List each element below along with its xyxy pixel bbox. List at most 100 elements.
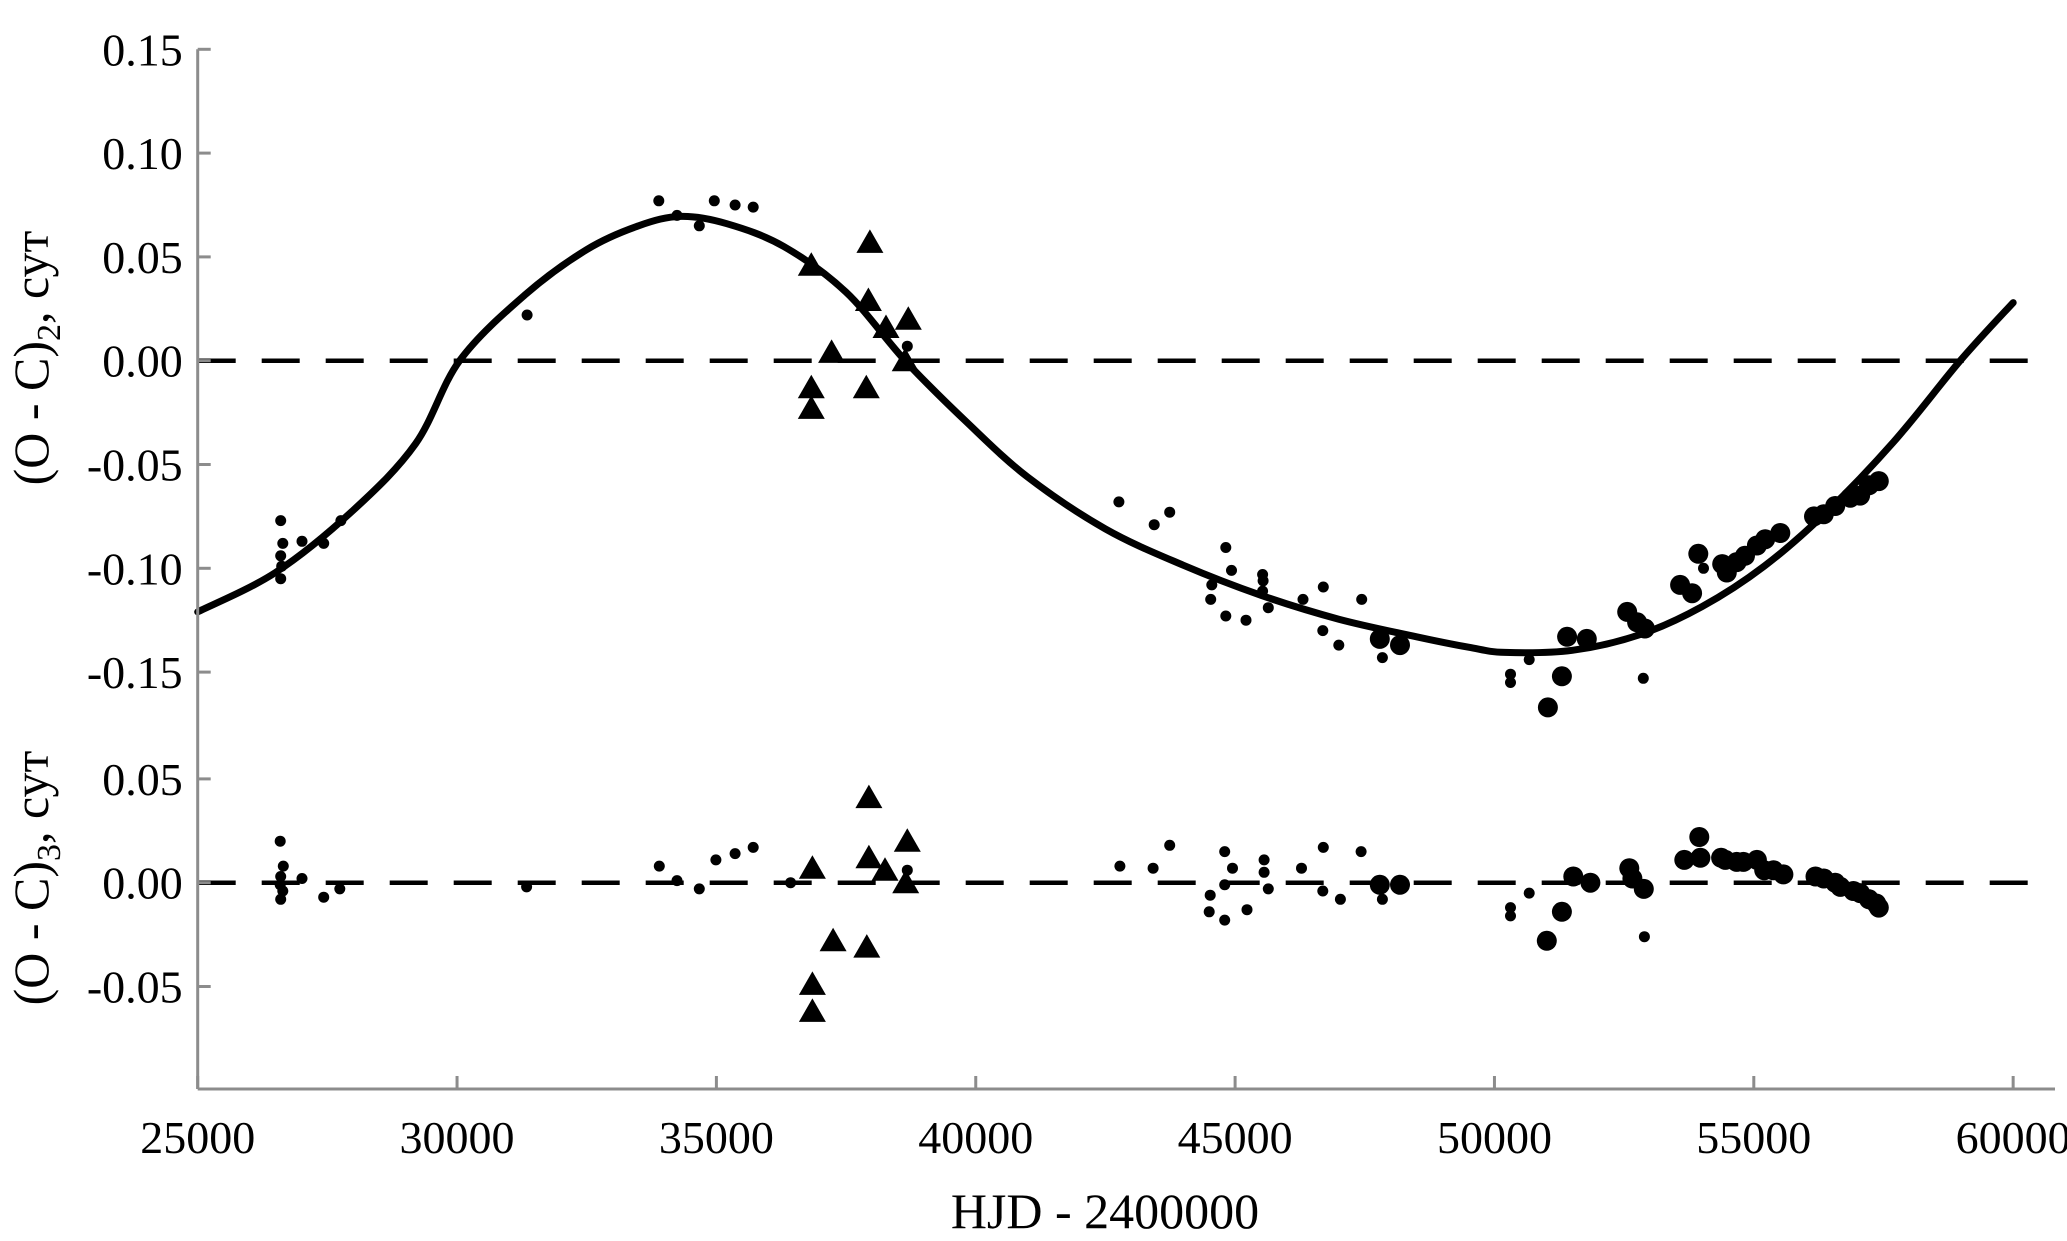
bottom-dot-small-point [729, 848, 741, 860]
bottom-dot-small-point [1505, 910, 1516, 922]
bottom-dot-small-point [1241, 904, 1253, 916]
top-dot-large-point [1634, 618, 1655, 639]
top-dot-small-point [1226, 564, 1237, 576]
top-dot-small-point [1317, 581, 1329, 593]
bottom-dot-small-point [275, 893, 287, 905]
bottom-dot-small-point [1258, 854, 1270, 866]
bottom-dot-small-point [1317, 885, 1329, 897]
top-y-tick-label: 0.05 [102, 232, 183, 283]
top-y-tick-label: -0.05 [87, 440, 183, 491]
top-dot-small-point [521, 309, 533, 321]
top-y-axis-title: (O - C)2, сут [3, 230, 68, 485]
bottom-dot-small-point [1638, 931, 1650, 943]
bottom-triangle-point [893, 828, 921, 852]
bottom-dot-small-point [653, 860, 665, 872]
top-dot-small-point [1698, 562, 1709, 574]
bottom-y-tick-label: 0.00 [102, 858, 183, 909]
top-dot-small-point [296, 535, 308, 547]
bottom-dot-small-point [1147, 862, 1159, 874]
bottom-dot-small-point [275, 871, 287, 882]
bottom-dot-small-point [1355, 846, 1367, 858]
bottom-dot-large-point [1674, 849, 1695, 870]
top-dot-small-point [693, 220, 705, 232]
bottom-dot-small-point [274, 835, 286, 847]
top-dot-small-point [901, 340, 913, 352]
top-dot-small-point [1505, 677, 1516, 688]
top-dot-large-point [1551, 666, 1572, 687]
top-dot-small-point [1317, 625, 1329, 637]
bottom-dot-small-point [693, 883, 705, 895]
top-dot-small-point [671, 209, 683, 221]
bottom-dot-small-point [1164, 839, 1176, 851]
top-triangle-point [891, 347, 919, 372]
top-triangle-point [797, 252, 825, 276]
top-dot-large-point [1755, 529, 1776, 550]
bottom-triangle-point [855, 784, 883, 809]
bottom-dot-small-point [1219, 846, 1231, 858]
top-dot-small-point [1206, 579, 1218, 591]
bottom-dot-small-point [1227, 862, 1238, 874]
bottom-triangle-point [892, 869, 920, 894]
bottom-dot-small-point [521, 881, 533, 893]
top-dot-small-point [318, 537, 330, 549]
bottom-dot-small-point [1219, 879, 1231, 891]
bottom-dot-small-point [747, 841, 759, 853]
bottom-dot-small-point [1317, 841, 1329, 853]
top-dot-small-point [1164, 506, 1176, 518]
bottom-dot-small-point [785, 877, 797, 889]
top-dot-small-point [275, 550, 287, 562]
top-dot-small-point [277, 537, 289, 549]
top-y-tick-label: -0.15 [87, 647, 183, 698]
bottom-dot-large-point [1551, 901, 1572, 922]
top-dot-large-point [1557, 626, 1578, 647]
bottom-triangle-point [819, 927, 847, 952]
bottom-triangle-point [853, 934, 881, 958]
x-tick-label: 60000 [1956, 1112, 2067, 1163]
top-dot-small-point [1262, 602, 1274, 614]
top-dot-large-point [1770, 523, 1791, 543]
top-dot-small-point [1333, 639, 1345, 651]
bottom-dot-small-point [1204, 889, 1216, 901]
bottom-dot-small-point [901, 864, 913, 876]
top-triangle-point [852, 374, 880, 399]
top-dot-small-point [1220, 610, 1232, 622]
top-dot-large-point [1688, 543, 1709, 564]
bottom-y-tick-label: 0.05 [102, 754, 183, 805]
bottom-triangle-point [798, 971, 826, 995]
top-dot-small-point [1113, 496, 1125, 508]
top-triangle-point [872, 314, 900, 338]
bottom-dot-large-point [1773, 864, 1794, 885]
top-dot-small-point [1148, 519, 1160, 531]
top-triangle-point [818, 339, 846, 363]
top-dot-small-point [653, 195, 665, 207]
top-triangle-point [797, 374, 825, 399]
top-triangle-point [856, 229, 884, 253]
bottom-dot-small-point [1376, 893, 1388, 905]
bottom-dot-small-point [1219, 914, 1231, 926]
top-y-tick-label: 0.15 [102, 24, 183, 75]
top-dot-small-point [335, 515, 347, 527]
top-y-tick-label: 0.00 [102, 336, 183, 387]
bottom-dot-small-point [671, 875, 683, 887]
bottom-dot-large-point [1563, 866, 1584, 887]
bottom-dot-small-point [1262, 883, 1274, 895]
bottom-y-tick-label: -0.05 [87, 962, 183, 1013]
bottom-dot-small-point [1296, 862, 1307, 874]
bottom-dot-large-point [1536, 930, 1557, 951]
top-dot-small-point [1356, 593, 1368, 605]
top-dot-large-point [1576, 628, 1597, 649]
bottom-dot-small-point [710, 854, 722, 866]
bottom-dot-small-point [318, 891, 330, 903]
top-dot-small-point [1220, 542, 1232, 553]
top-dot-small-point [1257, 575, 1269, 587]
top-dot-small-point [1637, 672, 1649, 684]
top-triangle-point [894, 306, 922, 330]
top-dot-large-point [1537, 697, 1558, 718]
top-triangle-point [854, 287, 882, 311]
bottom-dot-large-point [1690, 847, 1711, 868]
top-dot-small-point [1523, 654, 1535, 666]
top-dot-large-point [1682, 583, 1703, 604]
top-dot-small-point [276, 560, 288, 572]
bottom-dot-large-point [1390, 874, 1410, 895]
bottom-triangle-point [871, 857, 899, 881]
